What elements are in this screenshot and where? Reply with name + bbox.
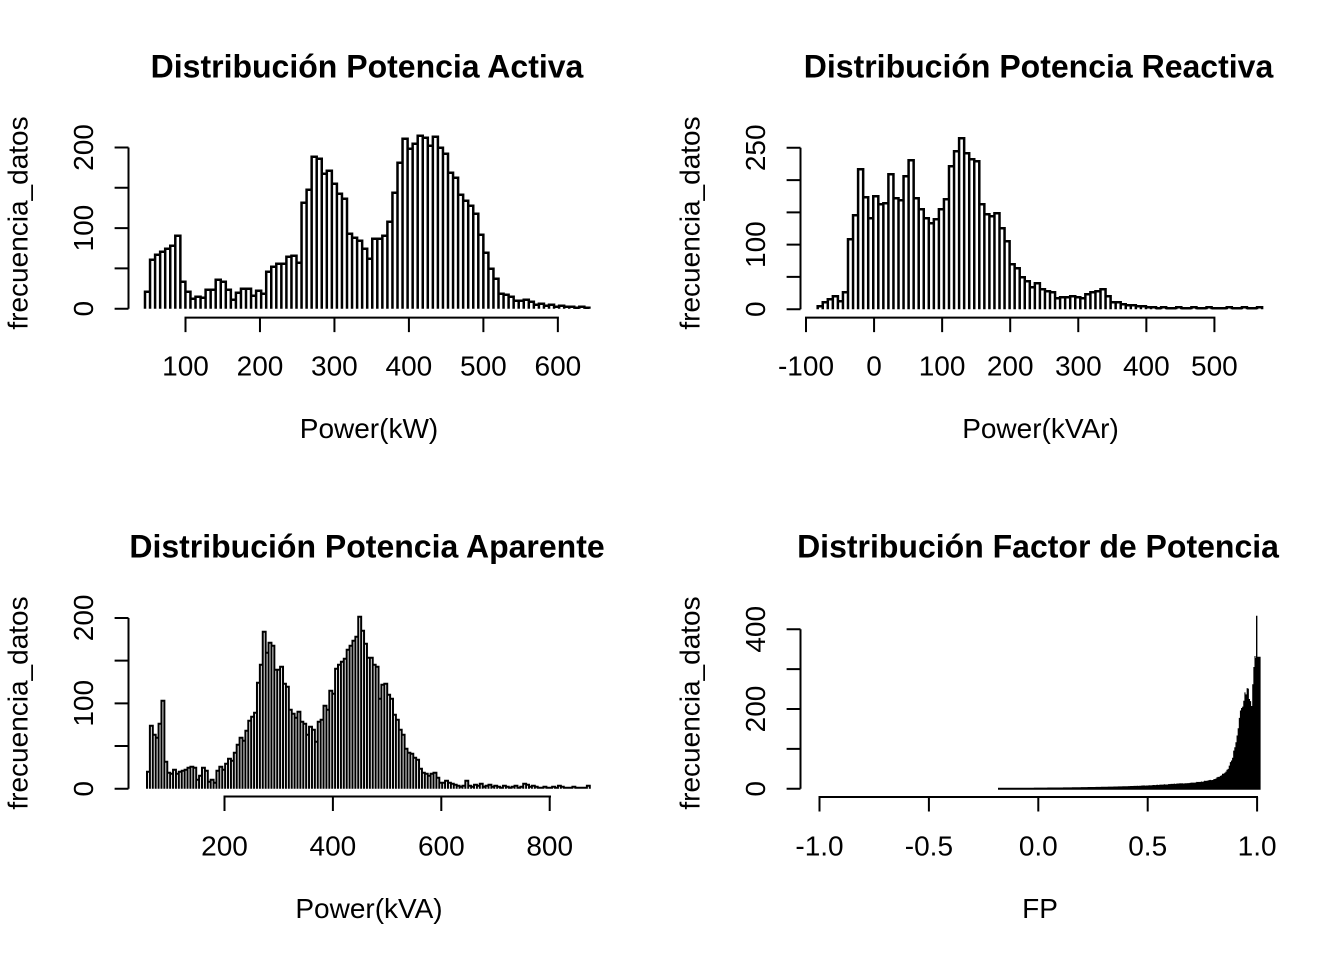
svg-text:0: 0 xyxy=(68,301,99,317)
svg-text:Distribución Potencia Reactiva: Distribución Potencia Reactiva xyxy=(804,49,1274,85)
svg-text:500: 500 xyxy=(1191,350,1238,381)
svg-text:600: 600 xyxy=(418,830,465,861)
svg-text:200: 200 xyxy=(201,830,248,861)
svg-text:FP: FP xyxy=(1022,893,1058,924)
svg-text:frecuencia_datos: frecuencia_datos xyxy=(3,116,34,329)
svg-text:100: 100 xyxy=(919,350,966,381)
svg-text:200: 200 xyxy=(740,686,771,733)
svg-text:Power(kW): Power(kW) xyxy=(300,413,438,444)
svg-text:200: 200 xyxy=(68,595,99,642)
svg-text:0: 0 xyxy=(68,781,99,797)
svg-text:400: 400 xyxy=(310,830,357,861)
svg-text:-0.5: -0.5 xyxy=(905,830,953,861)
svg-text:100: 100 xyxy=(740,221,771,268)
svg-text:200: 200 xyxy=(987,350,1034,381)
svg-text:500: 500 xyxy=(460,350,507,381)
svg-text:0.0: 0.0 xyxy=(1019,830,1058,861)
svg-text:100: 100 xyxy=(68,205,99,252)
svg-text:0: 0 xyxy=(740,781,771,797)
svg-text:-100: -100 xyxy=(778,350,834,381)
svg-text:0: 0 xyxy=(740,301,771,317)
svg-text:1.0: 1.0 xyxy=(1238,830,1277,861)
svg-text:200: 200 xyxy=(68,124,99,171)
svg-text:Distribución Potencia Activa: Distribución Potencia Activa xyxy=(151,49,584,85)
svg-text:100: 100 xyxy=(162,350,209,381)
svg-text:200: 200 xyxy=(237,350,284,381)
svg-text:frecuencia_datos: frecuencia_datos xyxy=(675,116,706,329)
svg-text:300: 300 xyxy=(311,350,358,381)
svg-text:250: 250 xyxy=(740,124,771,171)
svg-text:Distribución Factor de Potenci: Distribución Factor de Potencia xyxy=(797,529,1279,565)
svg-text:0.5: 0.5 xyxy=(1128,830,1167,861)
svg-text:Power(kVA): Power(kVA) xyxy=(295,893,442,924)
svg-text:400: 400 xyxy=(740,606,771,653)
svg-text:400: 400 xyxy=(386,350,433,381)
svg-text:300: 300 xyxy=(1055,350,1102,381)
svg-text:frecuencia_datos: frecuencia_datos xyxy=(675,596,706,809)
svg-text:100: 100 xyxy=(68,680,99,727)
svg-text:400: 400 xyxy=(1123,350,1170,381)
svg-text:Power(kVAr): Power(kVAr) xyxy=(962,413,1119,444)
svg-text:frecuencia_datos: frecuencia_datos xyxy=(3,596,34,809)
svg-text:600: 600 xyxy=(535,350,582,381)
svg-text:0: 0 xyxy=(866,350,882,381)
svg-text:-1.0: -1.0 xyxy=(795,830,843,861)
svg-text:800: 800 xyxy=(526,830,573,861)
svg-text:Distribución Potencia Aparente: Distribución Potencia Aparente xyxy=(129,529,604,565)
